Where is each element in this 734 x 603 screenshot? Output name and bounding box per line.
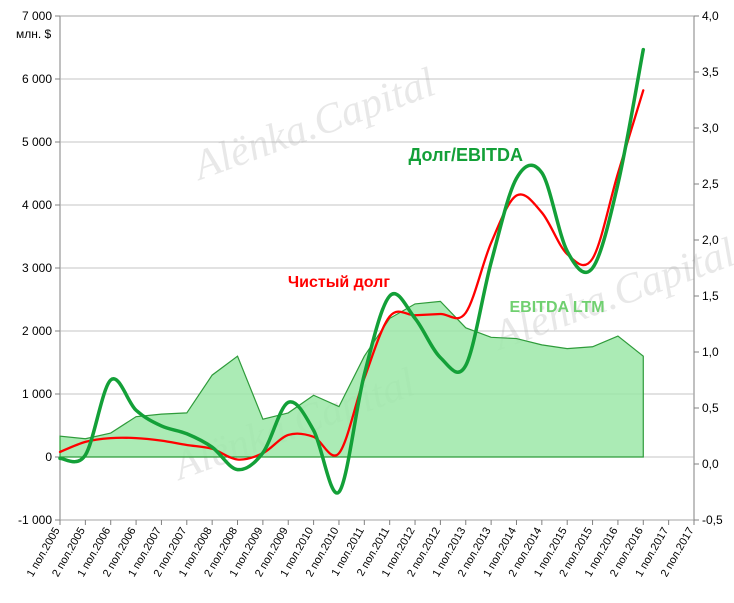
tick-label-right: 0,0 [702,457,719,471]
ebitda-ltm-label: EBITDA LTM [510,299,605,316]
tick-label-right: -0,5 [702,513,723,527]
left-axis-label: млн. $ [16,27,52,41]
tick-label-left: -1 000 [18,513,52,527]
net-debt-label: Чистый долг [288,274,390,291]
tick-label-left: 7 000 [22,9,52,23]
tick-label-left: 1 000 [22,387,52,401]
tick-label-left: 6 000 [22,72,52,86]
chart-svg: Alёnka.CapitalAlёnka.CapitalAlёnka.Capit… [0,0,734,603]
tick-label-left: 3 000 [22,261,52,275]
tick-label-right: 3,0 [702,121,719,135]
tick-label-left: 2 000 [22,324,52,338]
tick-label-right: 2,5 [702,177,719,191]
tick-label-left: 5 000 [22,135,52,149]
tick-label-right: 1,5 [702,289,719,303]
debt-ebitda-label: Долг/EBITDA [408,145,523,165]
tick-label-right: 2,0 [702,233,719,247]
tick-label-right: 4,0 [702,9,719,23]
tick-label-right: 1,0 [702,345,719,359]
tick-label-right: 0,5 [702,401,719,415]
tick-label-left: 0 [45,450,52,464]
tick-label-left: 4 000 [22,198,52,212]
chart-container: Alёnka.CapitalAlёnka.CapitalAlёnka.Capit… [0,0,734,603]
tick-label-right: 3,5 [702,65,719,79]
